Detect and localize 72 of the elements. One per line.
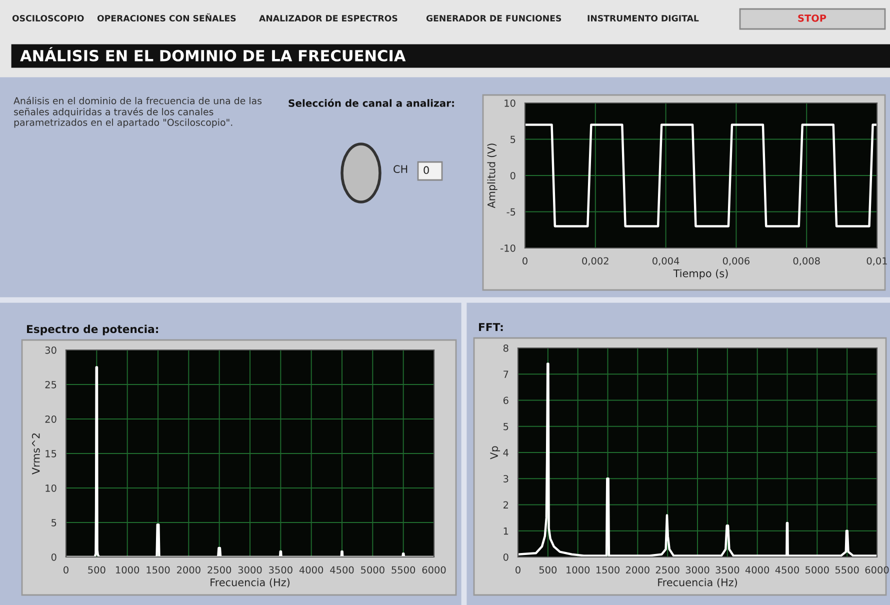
x-tick-label: 4500 bbox=[775, 566, 799, 574]
x-tick-label: 2000 bbox=[626, 566, 650, 574]
x-tick-label: 0,006 bbox=[722, 257, 750, 266]
x-tick-label: 500 bbox=[88, 566, 106, 574]
x-tick-label: 1500 bbox=[596, 566, 620, 574]
x-tick-label: 0 bbox=[522, 257, 528, 265]
text: ANÁLISIS EN EL DOMINIO DE LA FRECUENCIA bbox=[20, 47, 406, 62]
x-tick-label: 5500 bbox=[392, 566, 416, 574]
y-tick-label: -5 bbox=[506, 208, 516, 216]
x-tick-label: 2000 bbox=[177, 566, 200, 574]
text: CH bbox=[394, 165, 408, 174]
y-tick-label: 8 bbox=[503, 344, 508, 352]
x-axis-title: Frecuencia (Hz) bbox=[658, 578, 737, 588]
chart-title: Espectro de potencia: bbox=[26, 324, 158, 336]
x-tick-label: 3000 bbox=[238, 566, 262, 574]
x-tick-label: 0,004 bbox=[652, 257, 680, 266]
x-tick-label: 6000 bbox=[865, 566, 889, 574]
x-tick-label: 1500 bbox=[146, 566, 170, 574]
x-tick-label: 2500 bbox=[656, 566, 680, 574]
text: 0 bbox=[424, 166, 429, 174]
x-tick-label: 3500 bbox=[716, 566, 740, 574]
x-tick-label: 3500 bbox=[269, 566, 292, 574]
y-tick-label: 4 bbox=[503, 449, 508, 456]
y-tick-label: 1 bbox=[504, 527, 508, 535]
x-tick-label: 0,002 bbox=[582, 257, 608, 266]
x-tick-label: 4500 bbox=[330, 566, 354, 574]
x-tick-label: 5500 bbox=[835, 566, 859, 574]
y-tick-label: 0 bbox=[503, 553, 508, 561]
y-tick-label: 5 bbox=[510, 136, 516, 144]
x-tick-label: 5000 bbox=[806, 566, 829, 574]
y-tick-label: 15 bbox=[46, 450, 56, 458]
y-tick-label: 20 bbox=[45, 415, 56, 423]
x-tick-label: 3000 bbox=[686, 566, 710, 574]
y-tick-label: 0 bbox=[510, 172, 516, 180]
y-tick-label: 7 bbox=[504, 370, 508, 378]
y-tick-label: 25 bbox=[45, 380, 56, 388]
x-tick-label: 4000 bbox=[745, 566, 770, 574]
y-tick-label: -10 bbox=[500, 244, 516, 252]
y-axis-title: Vrms^2 bbox=[32, 433, 40, 474]
text: GENERADOR DE FUNCIONES bbox=[426, 14, 562, 22]
x-axis-title: Tiempo (s) bbox=[673, 269, 728, 280]
y-tick-label: 0 bbox=[51, 553, 56, 561]
y-tick-label: 30 bbox=[45, 346, 56, 354]
x-tick-label: 0,01 bbox=[866, 257, 887, 266]
text: OSCILOSCOPIO bbox=[12, 14, 84, 22]
y-tick-label: 5 bbox=[52, 519, 56, 526]
x-tick-label: 6000 bbox=[422, 566, 446, 574]
x-tick-label: 1000 bbox=[566, 566, 590, 574]
text: INSTRUMENTO DIGITAL bbox=[588, 14, 699, 22]
x-tick-label: 500 bbox=[539, 566, 557, 574]
x-axis-title: Frecuencia (Hz) bbox=[210, 578, 290, 588]
x-tick-label: 0 bbox=[64, 566, 68, 574]
y-axis-title: Vp bbox=[490, 446, 500, 460]
x-tick-label: 0,008 bbox=[793, 257, 820, 266]
text: STOP bbox=[798, 14, 826, 22]
text: Análisis en el dominio de la frecuencia de una de las señales adquiridas a través de los canales parametrizados en el apartado "Osciloscopio". bbox=[14, 96, 262, 128]
x-tick-label: 1000 bbox=[116, 566, 140, 574]
y-tick-label: 5 bbox=[504, 422, 508, 430]
y-tick-label: 2 bbox=[504, 501, 508, 508]
y-tick-label: 10 bbox=[504, 99, 516, 107]
y-tick-label: 3 bbox=[504, 475, 508, 482]
y-tick-label: 6 bbox=[503, 396, 508, 404]
chart-title: FFT: bbox=[478, 323, 503, 331]
x-tick-label: 2500 bbox=[208, 566, 232, 574]
text: Selección de canal a analizar: bbox=[288, 98, 454, 107]
y-tick-label: 10 bbox=[46, 484, 56, 492]
y-axis-title: Amplitud (V) bbox=[487, 144, 498, 208]
text: ANALIZADOR DE ESPECTROS bbox=[259, 14, 398, 22]
x-tick-label: 4000 bbox=[299, 566, 324, 574]
x-tick-label: 0 bbox=[516, 566, 520, 574]
x-tick-label: 5000 bbox=[361, 566, 384, 574]
text: OPERACIONES CON SEÑALES bbox=[97, 13, 236, 22]
